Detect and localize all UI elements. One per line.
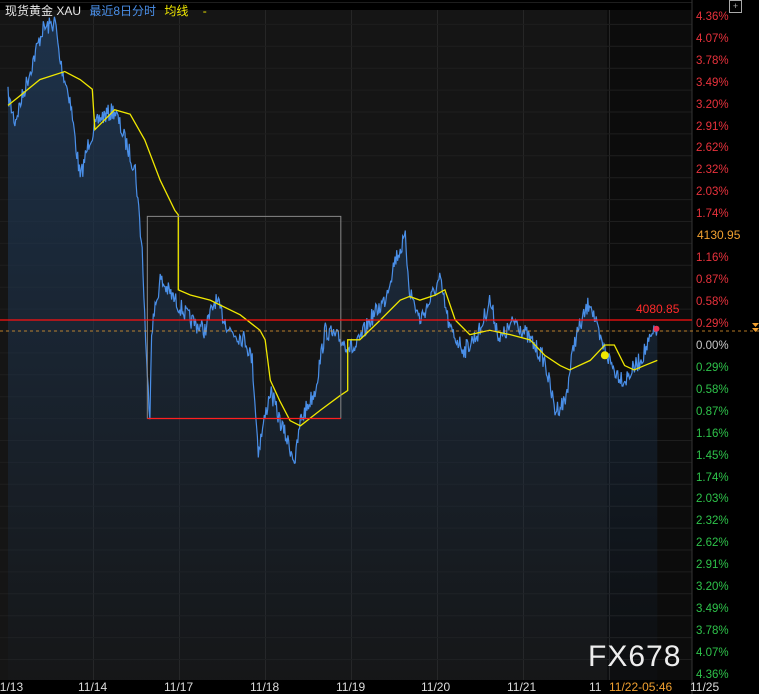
- y-tick-up: 3.49%: [696, 76, 729, 89]
- price-tag: 4130.95: [693, 227, 759, 244]
- y-tick-down: 3.78%: [696, 624, 729, 637]
- x-tick-label: 11/18: [250, 680, 280, 694]
- y-tick-down: 3.49%: [696, 602, 729, 615]
- chart-title: 现货黄金 XAU 最近8日分时 均线 -: [5, 2, 212, 19]
- y-tick-up: 0.87%: [696, 273, 729, 286]
- y-tick-down: 0.87%: [696, 405, 729, 418]
- y-tick-up: 1.16%: [696, 251, 729, 264]
- expand-icon[interactable]: +: [729, 0, 742, 13]
- indicator-label[interactable]: 均线: [164, 4, 189, 18]
- x-tick-label: 11/25: [690, 680, 720, 694]
- watermark-logo: FX678: [588, 640, 682, 673]
- price-line: [7, 16, 658, 464]
- y-tick-down: 2.03%: [696, 493, 729, 506]
- y-tick-zero: 0.00%: [696, 340, 729, 352]
- x-tick-label: 11/17: [164, 680, 194, 694]
- range-box: [146, 215, 342, 419]
- y-tick-down: 4.36%: [696, 668, 729, 681]
- x-tick-label: 11/19: [336, 680, 366, 694]
- y-tick-up: 4.36%: [696, 11, 729, 23]
- marker-price-label: 4080.85: [636, 302, 680, 316]
- x-tick-label: 11/21: [507, 680, 537, 694]
- indicator-value: -: [202, 4, 207, 18]
- y-tick-down: 0.29%: [696, 362, 729, 374]
- average-line: [7, 70, 658, 427]
- y-tick-down: 1.16%: [696, 427, 729, 440]
- y-tick-up: 0.58%: [696, 295, 729, 308]
- y-tick-up: 1.74%: [696, 208, 729, 221]
- instrument-name: 现货黄金 XAU: [5, 4, 82, 18]
- y-tick-up: 3.78%: [696, 54, 729, 67]
- y-tick-up: 0.29%: [696, 317, 729, 330]
- y-tick-up: 2.91%: [696, 120, 729, 133]
- y-tick-down: 0.58%: [696, 383, 729, 396]
- y-tick-down: 1.74%: [696, 471, 729, 484]
- y-tick-down: 1.45%: [696, 449, 729, 462]
- y-tick-down: 3.20%: [696, 581, 729, 593]
- y-tick-down: 2.62%: [696, 537, 729, 550]
- price-area: [8, 16, 658, 681]
- y-tick-up: 3.20%: [696, 98, 729, 111]
- y-tick-up: 2.32%: [696, 164, 729, 177]
- x-tick-label: 11/20: [421, 680, 451, 694]
- current-time: 11/22-05:46: [609, 680, 673, 694]
- y-tick-down: 2.91%: [696, 559, 729, 572]
- collapse-arrow-icon: [752, 323, 759, 332]
- period-label[interactable]: 最近8日分时: [89, 4, 157, 18]
- last-price-point: [653, 325, 660, 332]
- x-tick-label: 11/14: [78, 680, 108, 694]
- average-point: [600, 351, 609, 360]
- y-tick-up: 2.03%: [696, 186, 729, 199]
- y-tick-up: 4.07%: [696, 32, 729, 45]
- x-tick-label: 11: [589, 680, 602, 694]
- y-tick-down: 4.07%: [696, 646, 729, 659]
- y-tick-up: 2.62%: [696, 142, 729, 155]
- y-tick-down: 2.32%: [696, 515, 729, 528]
- x-tick-label: 11/13: [0, 680, 24, 694]
